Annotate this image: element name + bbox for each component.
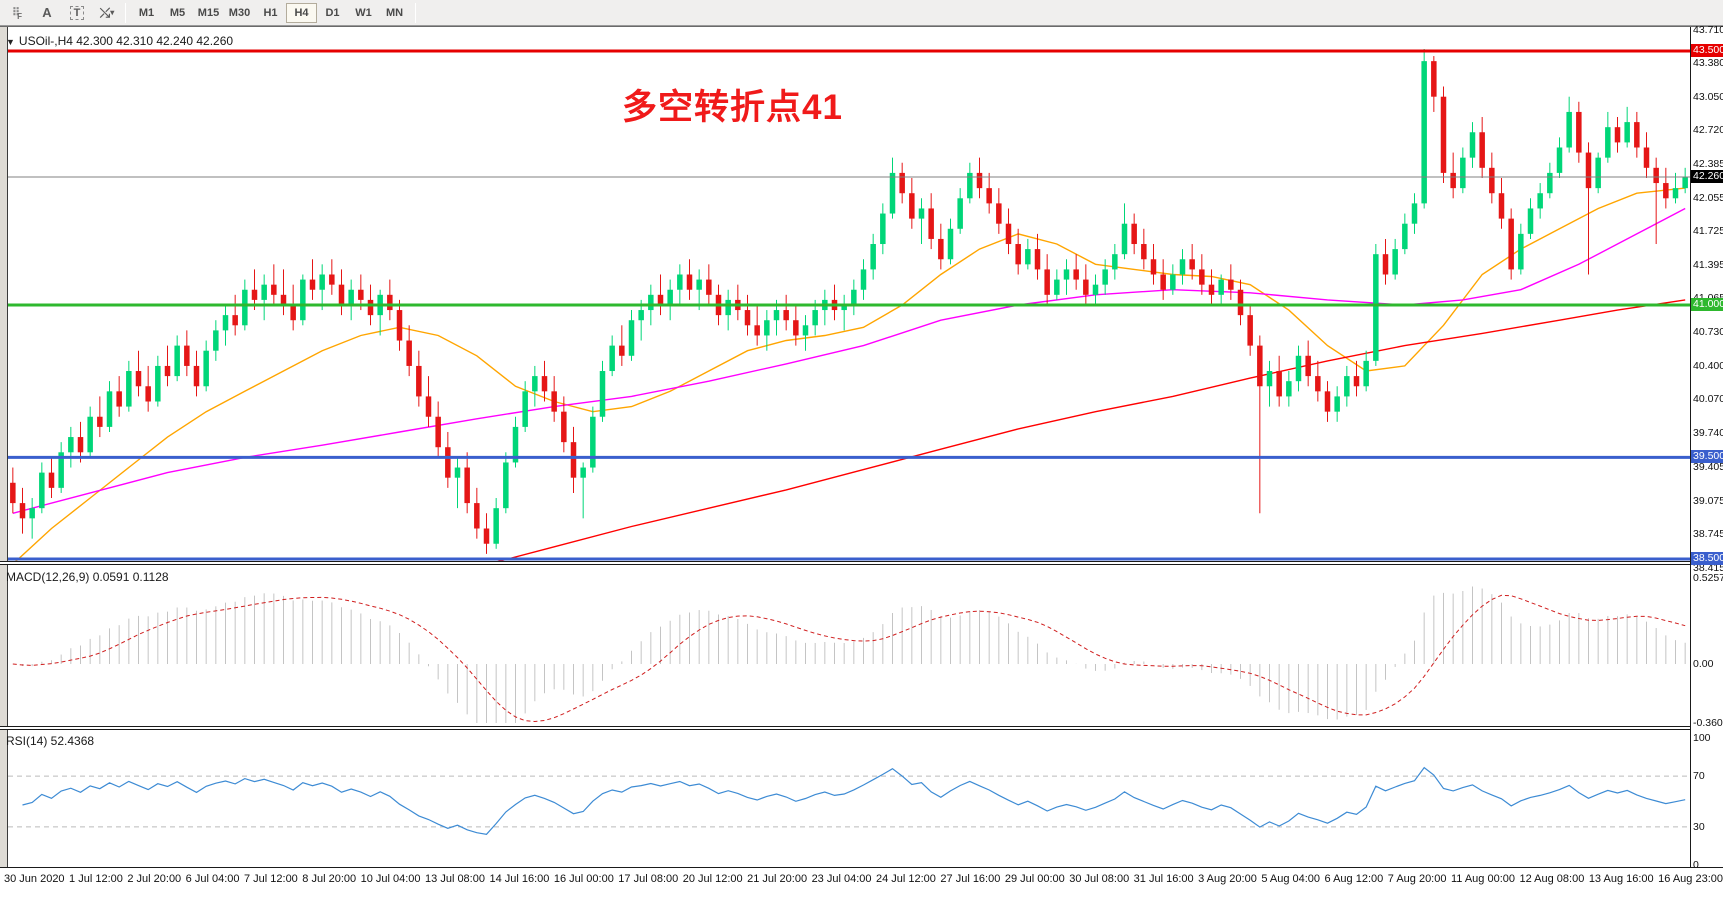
chart-shift-icon[interactable]: ⠿ F <box>12 7 22 21</box>
font-icon[interactable]: A <box>42 5 52 20</box>
macd-plot[interactable] <box>8 565 1690 726</box>
scale-tick-label: 40.070 <box>1693 393 1723 406</box>
time-axis-label: 13 Aug 16:00 <box>1588 873 1654 885</box>
timeframe-button-h4[interactable]: H4 <box>286 2 317 23</box>
rsi-plot[interactable] <box>8 730 1690 867</box>
time-axis-label: 24 Jul 12:00 <box>875 873 936 885</box>
time-axis-label: 30 Jun 2020 <box>4 873 65 885</box>
rsi-chart-surface[interactable] <box>8 730 1690 867</box>
level-price-badge: 38.500 <box>1691 551 1723 565</box>
time-axis-label: 11 Aug 00:00 <box>1450 873 1515 885</box>
scale-tick-label: 42.720 <box>1693 124 1723 137</box>
time-axis-label: 29 Jul 00:00 <box>1004 873 1065 885</box>
scale-tick-label: 41.725 <box>1693 225 1723 238</box>
time-axis-label: 16 Aug 23:00 <box>1658 873 1723 885</box>
time-axis-labels: 30 Jun 2020 1 Jul 12:00 2 Jul 20:00 6 Jul 0… <box>4 873 1723 885</box>
time-axis-label: 5 Aug 04:00 <box>1261 873 1321 885</box>
scale-tick-label: 39.405 <box>1693 461 1723 474</box>
panel-resize-handle-rsi[interactable] <box>0 726 1723 730</box>
scale-tick-label: 38.745 <box>1693 528 1723 541</box>
symbol-quote-text: USOil-,H4 42.300 42.310 42.240 42.260 <box>18 34 234 48</box>
time-axis-label: 3 Aug 20:00 <box>1198 873 1257 885</box>
scale-tick-label: 30 <box>1693 820 1705 833</box>
top-toolbar: ⠿ F A T ⤯ ▾ M1 M5 M15 M30 H1 H4 D1 W1 MN <box>0 0 1723 26</box>
scale-tick-label: 39.075 <box>1693 494 1723 507</box>
plot-left-border <box>7 27 8 867</box>
scale-tick-label: 43.050 <box>1693 90 1723 103</box>
scale-tick-label: 39.740 <box>1693 426 1723 439</box>
time-axis-label: 30 Jul 08:00 <box>1069 873 1130 885</box>
scale-tick-label: 40.400 <box>1693 359 1723 372</box>
scale-tick-label: 43.380 <box>1693 57 1723 70</box>
time-axis-label: 23 Jul 04:00 <box>811 873 872 885</box>
time-axis-label: 21 Jul 20:00 <box>747 873 808 885</box>
candlestick-plot[interactable] <box>8 27 1690 561</box>
time-axis[interactable]: 30 Jun 2020 1 Jul 12:00 2 Jul 20:00 6 Jul 0… <box>0 867 1723 898</box>
time-axis-label: 27 Jul 16:00 <box>940 873 1001 885</box>
time-axis-label: 17 Jul 08:00 <box>618 873 679 885</box>
rsi-indicator-label: RSI(14) 52.4368 <box>6 734 95 748</box>
macd-chart-surface[interactable] <box>8 565 1690 726</box>
time-axis-label: 1 Jul 12:00 <box>69 873 123 885</box>
panel-resize-handle-macd[interactable] <box>0 561 1723 565</box>
moving-average-line <box>15 187 1686 561</box>
symbol-dropdown-icon[interactable]: ▼ <box>6 37 15 47</box>
level-price-badge: 39.500 <box>1691 450 1723 464</box>
toolbar-separator <box>415 2 416 23</box>
macd-indicator-label: MACD(12,26,9) 0.0591 0.1128 <box>6 570 169 584</box>
time-axis-label: 13 Jul 08:00 <box>425 873 485 885</box>
toolbar-separator <box>125 2 126 23</box>
chart-window: ▼ USOil-,H4 42.300 42.310 42.240 42.260 多… <box>0 23 1723 898</box>
current-price-badge: 42.260 <box>1691 169 1723 183</box>
scale-tick-label: -0.3603 <box>1693 716 1723 729</box>
window-left-edge <box>0 27 7 867</box>
time-axis-label: 12 Aug 08:00 <box>1519 873 1585 885</box>
symbol-header[interactable]: ▼ USOil-,H4 42.300 42.310 42.240 42.260 <box>6 34 233 48</box>
scale-tick-label: 42.385 <box>1693 158 1723 171</box>
timeframe-button-m1[interactable]: M1 <box>138 6 155 19</box>
time-axis-label: 8 Jul 20:00 <box>302 873 357 885</box>
timeframe-button-h1[interactable]: H1 <box>263 6 278 19</box>
time-axis-label: 6 Aug 12:00 <box>1324 873 1384 885</box>
scale-tick-label: 100 <box>1693 732 1711 744</box>
scale-tick-label: 70 <box>1693 770 1705 783</box>
price-scale[interactable]: 43.710 43.380 43.050 42.720 42.385 42.055 41.7… <box>1690 23 1723 871</box>
scale-tick-label: 43.710 <box>1693 23 1723 36</box>
scale-tick-label: 42.055 <box>1693 191 1723 204</box>
time-axis-label: 31 Jul 16:00 <box>1133 873 1194 885</box>
time-axis-label: 16 Jul 00:00 <box>553 873 614 885</box>
macd-signal-line <box>12 594 1686 723</box>
time-axis-label: 7 Jul 12:00 <box>243 873 298 885</box>
time-axis-label: 10 Jul 04:00 <box>360 873 421 885</box>
chart-annotation-text: 多空转折点41 <box>622 88 843 127</box>
timeframe-button-d1[interactable]: D1 <box>325 6 340 19</box>
moving-average-line <box>12 207 1686 514</box>
text-label-icon[interactable]: T <box>64 3 90 23</box>
time-axis-label: 20 Jul 12:00 <box>682 873 743 885</box>
scale-tick-label: 0.00 <box>1693 658 1714 670</box>
time-axis-label: 14 Jul 16:00 <box>489 873 550 885</box>
scale-tick-label: 0.5257 <box>1693 571 1723 584</box>
level-price-badge: 41.000 <box>1691 297 1723 311</box>
level-price-badge: 43.500 <box>1691 43 1723 57</box>
timeframe-button-m15[interactable]: M15 <box>197 6 220 19</box>
moving-average-line <box>497 299 1686 561</box>
scale-tick-label: 40.730 <box>1693 326 1723 339</box>
timeframe-button-w1[interactable]: W1 <box>355 6 372 19</box>
scale-tick-label: 0 <box>1693 859 1699 871</box>
timeframe-button-m30[interactable]: M30 <box>228 6 251 19</box>
timeframe-button-mn[interactable]: MN <box>385 6 404 19</box>
timeframe-button-m5[interactable]: M5 <box>169 6 186 19</box>
time-axis-label: 7 Aug 20:00 <box>1387 873 1447 885</box>
toolbar-icon-group: ⠿ F A T ⤯ ▾ <box>0 3 120 23</box>
price-chart-surface[interactable] <box>8 27 1690 561</box>
time-axis-label: 6 Jul 04:00 <box>185 873 240 885</box>
time-axis-label: 2 Jul 20:00 <box>127 873 182 885</box>
draw-tools-icon[interactable]: ⤯ ▾ <box>99 4 115 20</box>
scale-tick-label: 41.395 <box>1693 258 1723 271</box>
timeframe-button-group: M1 M5 M15 M30 H1 H4 D1 W1 MN <box>131 2 410 23</box>
rsi-line <box>22 766 1686 835</box>
